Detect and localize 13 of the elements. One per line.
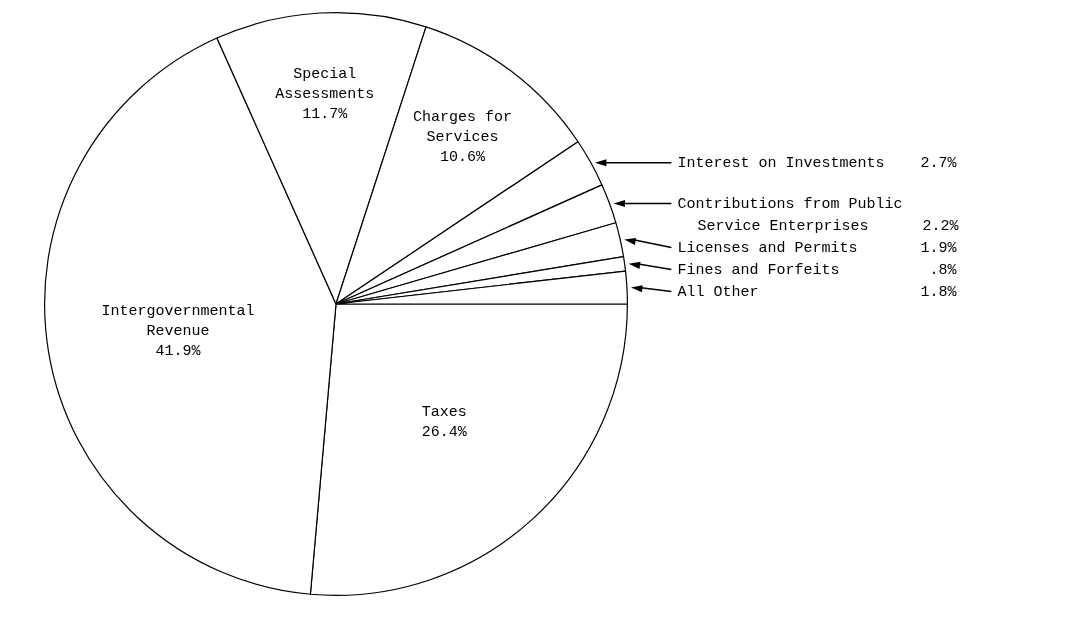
slice-label: Interest on Investments 2.7% xyxy=(677,154,958,172)
data-label: 11.7% xyxy=(302,106,349,124)
slice-label: Taxes xyxy=(421,404,467,422)
slice-label: Intergovernmental Revenue xyxy=(101,302,255,340)
slice-label: Licenses and Permits 1.9% xyxy=(677,239,958,257)
data-label: 26.4% xyxy=(421,424,468,442)
data-label: 41.9% xyxy=(155,342,202,360)
slice-label: Special Assessments xyxy=(275,66,375,104)
slice-label: Charges for Services xyxy=(412,108,513,146)
legend-label: All Other 1.8% xyxy=(677,283,958,301)
data-label: 10.6% xyxy=(439,148,486,166)
slice-label: Contributions from Public Service Enterprises 2.2% xyxy=(677,195,960,235)
slice-label: Fines and Forfeits .8% xyxy=(677,261,958,279)
